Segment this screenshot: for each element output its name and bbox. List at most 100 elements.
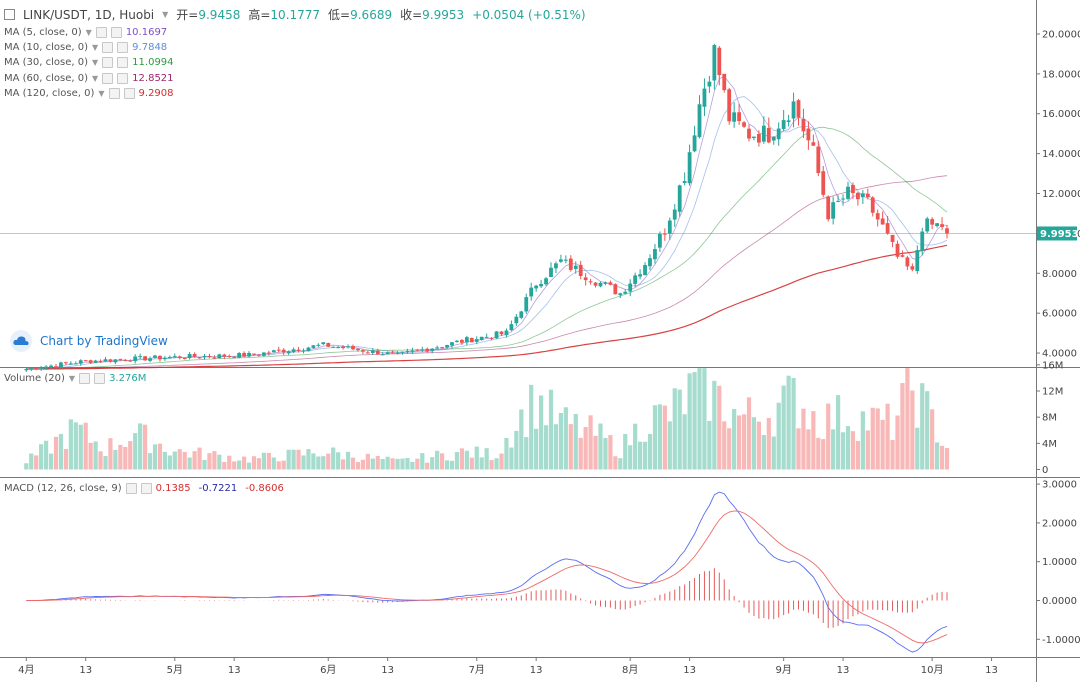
last-price-tag xyxy=(1037,226,1077,241)
candle-body xyxy=(633,275,638,284)
close-icon[interactable] xyxy=(117,42,129,53)
candle xyxy=(504,328,509,338)
candle-body xyxy=(618,293,623,296)
candle-body xyxy=(316,344,321,346)
candle xyxy=(390,350,395,354)
candle-body xyxy=(796,100,801,118)
chevron-down-icon[interactable]: ▼ xyxy=(85,28,92,37)
legend-ma30[interactable]: MA (30, close, 0) ▼ 11.0994 xyxy=(4,57,174,68)
candle xyxy=(336,345,341,349)
candle xyxy=(167,355,172,359)
settings-icon[interactable] xyxy=(108,88,120,99)
tradingview-branding[interactable]: Chart by TradingView xyxy=(10,330,168,352)
candle-body xyxy=(163,357,167,360)
tradingview-cloud-icon xyxy=(10,330,32,352)
volume-bar xyxy=(732,408,737,470)
volume-bar xyxy=(316,456,321,470)
high-value: 高=10.1777 xyxy=(248,8,321,22)
settings-icon[interactable] xyxy=(102,73,114,84)
candle xyxy=(103,356,108,362)
volume-bar xyxy=(281,460,286,470)
chevron-down-icon[interactable]: ▼ xyxy=(92,74,99,83)
candle xyxy=(34,367,39,371)
volume-bar xyxy=(860,411,865,470)
volume-bar xyxy=(331,447,336,470)
close-icon[interactable] xyxy=(110,27,122,38)
candle xyxy=(702,78,707,116)
symbol-menu-icon[interactable] xyxy=(4,9,15,20)
volume-bar xyxy=(583,427,588,470)
legend-volume[interactable]: Volume (20) ▼ 3.276M xyxy=(4,373,146,384)
macd-tick-label: 1.0000 xyxy=(1042,557,1077,568)
candle xyxy=(202,353,207,360)
legend-ma5[interactable]: MA (5, close, 0) ▼ 10.1697 xyxy=(4,27,167,38)
candle xyxy=(59,361,63,369)
volume-bar xyxy=(895,415,900,470)
macd-tick-label: 0.0000 xyxy=(1042,596,1077,607)
candle-body xyxy=(573,265,578,269)
volume-bar xyxy=(350,457,356,470)
settings-icon[interactable] xyxy=(95,27,107,38)
volume-bar xyxy=(108,438,113,470)
close-icon[interactable] xyxy=(123,88,135,99)
candle-body xyxy=(93,360,98,363)
macd-line xyxy=(26,491,948,653)
settings-icon[interactable] xyxy=(102,42,114,53)
candle-body xyxy=(98,361,103,363)
symbol-dropdown-icon[interactable]: ▼ xyxy=(162,10,169,19)
candle xyxy=(479,336,484,341)
chevron-down-icon[interactable]: ▼ xyxy=(68,374,76,383)
chevron-down-icon[interactable]: ▼ xyxy=(98,89,105,98)
volume-bar xyxy=(440,453,445,470)
time-tick-label: 13 xyxy=(381,665,394,676)
candle-body xyxy=(212,357,217,359)
chevron-down-icon[interactable]: ▼ xyxy=(92,58,99,67)
candle-body xyxy=(455,340,459,342)
candle-body xyxy=(890,234,895,242)
volume-bar xyxy=(365,453,370,470)
volume-bar xyxy=(53,436,59,470)
legend-ma10[interactable]: MA (10, close, 0) ▼ 9.7848 xyxy=(4,42,167,53)
volume-tick-label: 0 xyxy=(1042,465,1048,476)
volume-bar xyxy=(113,450,118,470)
candle xyxy=(108,358,113,363)
candle xyxy=(667,217,672,240)
candle xyxy=(534,284,539,292)
symbol-title[interactable]: LINK/USDT, 1D, Huobi xyxy=(23,7,155,22)
candle-body xyxy=(742,122,746,127)
candle xyxy=(153,354,157,359)
volume-bar xyxy=(266,452,271,470)
volume-bar xyxy=(425,462,430,470)
candle-body xyxy=(509,324,514,331)
legend-ma60[interactable]: MA (60, close, 0) ▼ 12.8521 xyxy=(4,73,174,84)
settings-icon[interactable] xyxy=(102,57,114,68)
candle-body xyxy=(613,284,618,295)
candle-body xyxy=(593,282,598,286)
settings-icon[interactable] xyxy=(79,373,91,384)
legend-macd[interactable]: MACD (12, 26, close, 9) 0.1385 -0.7221 -… xyxy=(4,483,284,494)
candle xyxy=(920,227,925,256)
settings-icon[interactable] xyxy=(125,483,137,494)
close-icon[interactable] xyxy=(140,483,152,494)
candle-body xyxy=(153,355,157,358)
volume-bar xyxy=(667,421,672,470)
close-icon[interactable] xyxy=(117,57,129,68)
volume-bar xyxy=(494,458,499,470)
candle xyxy=(549,262,553,278)
legend-ma120[interactable]: MA (120, close, 0) ▼ 9.2908 xyxy=(4,88,174,99)
ma120-line xyxy=(26,244,948,370)
close-icon[interactable] xyxy=(117,73,129,84)
candle-body xyxy=(341,346,345,349)
candle xyxy=(618,292,623,299)
price-tick-label: 4.0000 xyxy=(1042,349,1077,360)
volume-bar xyxy=(118,444,123,470)
volume-bar xyxy=(459,448,464,470)
candle xyxy=(212,355,217,359)
volume-bar xyxy=(242,456,247,470)
close-icon[interactable] xyxy=(94,373,106,384)
chevron-down-icon[interactable]: ▼ xyxy=(92,43,99,52)
candle xyxy=(811,134,816,146)
candle-body xyxy=(752,136,756,139)
candle-body xyxy=(791,101,796,119)
